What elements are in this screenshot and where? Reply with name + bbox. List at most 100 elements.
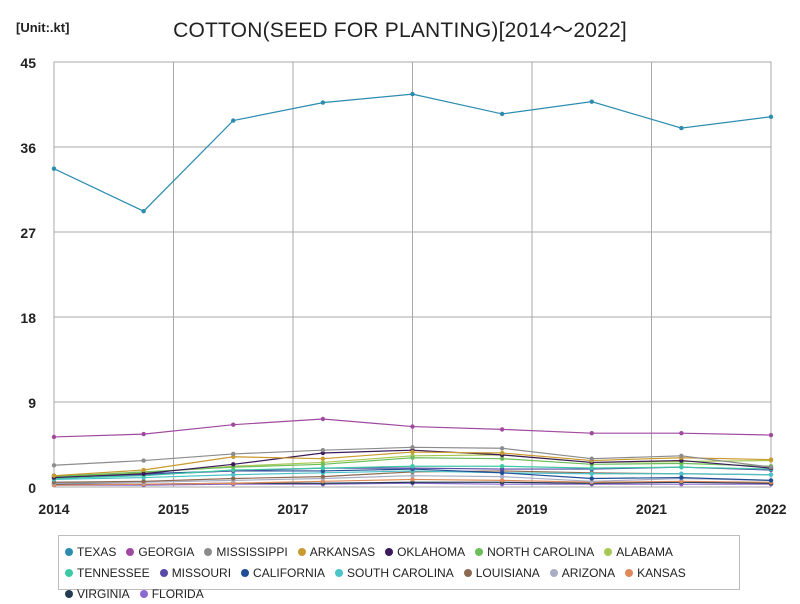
data-point	[499, 446, 505, 451]
data-point	[410, 424, 415, 429]
data-point	[410, 473, 415, 478]
data-point	[679, 475, 684, 480]
x-tick-label: 2017	[277, 501, 308, 517]
data-point	[768, 478, 774, 483]
data-point	[768, 464, 774, 470]
legend-marker	[385, 547, 394, 556]
data-point	[320, 416, 326, 422]
legend-label: NORTH CAROLINA	[487, 544, 595, 559]
legend-marker	[335, 568, 344, 577]
y-tick-label: 18	[20, 310, 36, 326]
data-point	[231, 462, 236, 467]
y-tick-label: 45	[20, 55, 36, 71]
legend-item: MISSOURI	[159, 562, 232, 583]
legend-item: OKLAHOMA	[385, 541, 465, 562]
legend-label: FLORIDA	[151, 586, 204, 601]
x-tick-label: 2021	[636, 501, 667, 517]
legend-marker	[625, 568, 634, 577]
legend-item: TEXAS	[65, 541, 116, 562]
legend-marker	[241, 568, 250, 577]
legend-label: KANSAS	[637, 565, 686, 580]
legend-label: SOUTH CAROLINA	[347, 565, 454, 580]
data-point	[589, 99, 594, 104]
data-point	[320, 447, 326, 453]
legend-marker	[463, 568, 472, 577]
legend-label: ARIZONA	[561, 565, 616, 580]
data-point	[679, 471, 684, 476]
x-tick-label: 2018	[397, 501, 428, 517]
legend-item: NORTH CAROLINA	[475, 541, 594, 562]
x-tick-label: 2015	[158, 501, 189, 517]
data-point	[499, 111, 505, 117]
legend-item: LOUISIANA	[463, 562, 540, 583]
legend-item: TENNESSEE	[65, 562, 150, 583]
legend-marker	[139, 589, 148, 598]
data-point	[499, 456, 505, 461]
legend-item: MISSISSIPPI	[204, 541, 288, 562]
legend-item: ALABAMA	[604, 541, 673, 562]
legend-label: LOUISIANA	[475, 565, 540, 580]
data-point	[231, 472, 236, 477]
legend-item: ARIZONA	[549, 562, 616, 583]
data-point	[410, 449, 415, 455]
unit-label: [Unit:.kt]	[16, 20, 70, 35]
data-point	[231, 118, 236, 123]
y-tick-label: 9	[28, 395, 36, 411]
legend-label: TENNESSEE	[77, 565, 150, 580]
data-point	[231, 422, 236, 427]
legend-label: MISSOURI	[171, 565, 232, 580]
legend-marker	[65, 547, 73, 556]
chart-legend: TEXAS GEORGIA MISSISSIPPI ARKANSAS OKLAHOMA N…	[58, 535, 740, 601]
data-point	[499, 427, 505, 432]
legend-item: ARKANSAS	[297, 541, 376, 562]
data-point	[679, 464, 684, 470]
data-point	[410, 477, 415, 482]
data-point	[141, 431, 146, 437]
data-point	[679, 430, 684, 436]
legend-marker	[204, 547, 213, 556]
data-point	[141, 479, 146, 484]
data-point	[589, 430, 594, 436]
x-tick-label: 2019	[516, 501, 547, 517]
data-point	[320, 100, 326, 105]
data-point	[320, 456, 326, 461]
data-point	[679, 125, 684, 131]
data-point	[51, 434, 57, 440]
legend-label: OKLAHOMA	[397, 544, 466, 559]
data-point	[231, 451, 236, 457]
legend-marker	[297, 547, 306, 556]
legend-marker	[475, 547, 484, 556]
data-point	[410, 455, 415, 460]
data-point	[679, 453, 684, 459]
legend-marker	[65, 589, 73, 598]
legend-item: FLORIDA	[139, 583, 204, 604]
data-point	[320, 474, 326, 479]
legend-marker	[604, 547, 613, 556]
legend-label: TEXAS	[77, 544, 117, 559]
legend-label: CALIFORNIA	[253, 565, 326, 580]
legend-marker	[159, 568, 168, 577]
data-point	[141, 467, 146, 473]
data-point	[51, 473, 57, 478]
y-tick-label: 36	[20, 140, 36, 156]
data-point	[768, 432, 774, 438]
data-point	[589, 465, 594, 471]
data-point	[768, 114, 774, 119]
legend-marker	[65, 568, 73, 577]
data-point	[499, 464, 505, 469]
data-point	[499, 470, 505, 476]
data-point	[499, 478, 505, 483]
data-point	[589, 456, 594, 461]
legend-label: ARKANSAS	[309, 544, 376, 559]
data-point	[589, 476, 594, 481]
legend-label: ALABAMA	[616, 544, 673, 559]
legend-item: GEORGIA	[126, 541, 194, 562]
legend-label: GEORGIA	[138, 544, 195, 559]
legend-label: VIRGINIA	[77, 586, 130, 601]
data-point	[51, 463, 57, 468]
legend-item: KANSAS	[625, 562, 686, 583]
x-tick-label: 2022	[755, 501, 786, 517]
data-point	[141, 458, 146, 463]
legend-item: CALIFORNIA	[241, 562, 325, 583]
